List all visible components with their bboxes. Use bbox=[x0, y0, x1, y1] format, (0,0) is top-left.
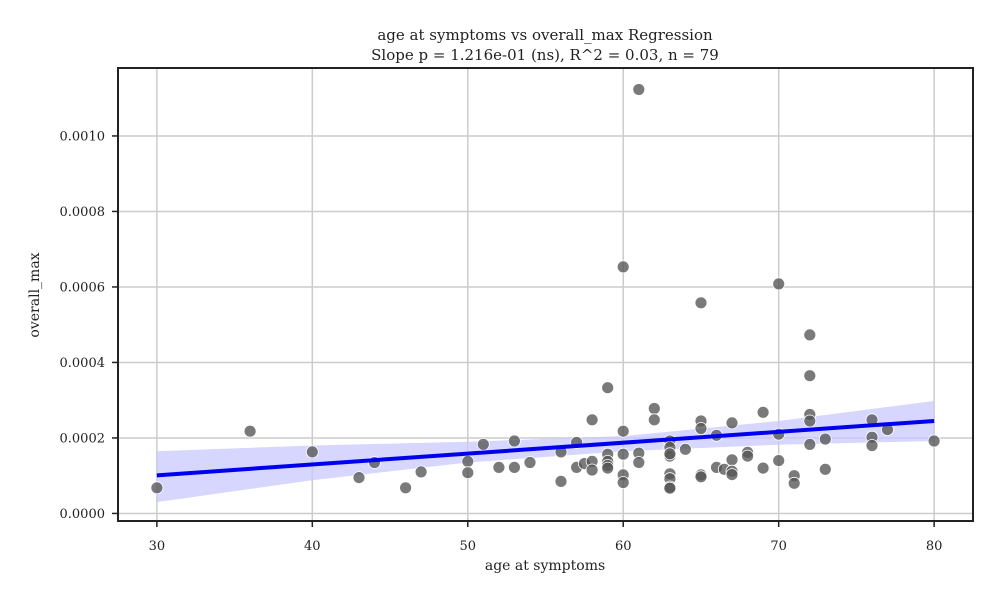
data-point bbox=[772, 454, 786, 468]
y-axis-ticks: 0.0000 0.0002 0.0004 0.0006 0.0008 0.0010 bbox=[60, 129, 118, 522]
data-point bbox=[725, 468, 739, 482]
data-point bbox=[663, 447, 677, 461]
data-point bbox=[508, 434, 521, 448]
data-point bbox=[803, 369, 817, 383]
data-point bbox=[305, 445, 319, 459]
data-point bbox=[647, 402, 661, 415]
data-point bbox=[476, 437, 490, 451]
data-point bbox=[616, 476, 630, 489]
y-tick-label: 0.0004 bbox=[60, 356, 106, 371]
data-point bbox=[663, 481, 677, 495]
data-point bbox=[352, 471, 366, 485]
chart-title: age at symptoms vs overall_max Regressio… bbox=[377, 26, 713, 44]
data-point bbox=[585, 463, 599, 477]
x-tick-label: 60 bbox=[615, 539, 632, 554]
data-point bbox=[399, 481, 413, 495]
x-tick-label: 70 bbox=[770, 539, 787, 554]
data-point bbox=[616, 447, 630, 461]
x-axis-ticks: 30 40 50 60 70 80 bbox=[149, 521, 943, 554]
y-tick-label: 0.0008 bbox=[60, 205, 106, 220]
data-point bbox=[694, 296, 708, 310]
data-point bbox=[803, 414, 817, 428]
x-tick-label: 40 bbox=[304, 539, 321, 554]
data-point bbox=[927, 434, 941, 448]
data-point bbox=[756, 405, 770, 419]
confidence-band-layer bbox=[156, 401, 935, 503]
data-point bbox=[632, 456, 646, 469]
data-point bbox=[772, 277, 786, 291]
y-axis-label: overall_max bbox=[27, 252, 43, 337]
confidence-band bbox=[156, 401, 935, 503]
data-point bbox=[554, 474, 568, 488]
x-tick-label: 80 bbox=[926, 539, 943, 554]
data-point bbox=[601, 381, 615, 395]
data-point bbox=[461, 466, 475, 480]
chart-subtitle: Slope p = 1.216e-01 (ns), R^2 = 0.03, n … bbox=[371, 46, 719, 64]
data-point bbox=[756, 461, 770, 475]
data-point bbox=[818, 432, 832, 446]
data-point bbox=[508, 460, 521, 474]
regression-line-layer bbox=[156, 418, 935, 478]
data-point bbox=[616, 424, 630, 438]
data-point bbox=[414, 465, 428, 479]
x-axis-label: age at symptoms bbox=[485, 558, 605, 574]
data-point bbox=[150, 481, 164, 495]
data-point bbox=[725, 453, 739, 467]
data-point bbox=[741, 449, 754, 463]
data-point bbox=[725, 416, 739, 430]
data-point bbox=[787, 476, 801, 490]
x-tick-label: 30 bbox=[149, 539, 166, 554]
grid-lines bbox=[118, 68, 973, 521]
data-point bbox=[803, 437, 817, 451]
data-point bbox=[461, 454, 475, 468]
data-point bbox=[818, 462, 832, 476]
y-tick-label: 0.0006 bbox=[60, 280, 106, 295]
y-tick-label: 0.0002 bbox=[60, 431, 106, 446]
regression-line bbox=[156, 418, 935, 478]
y-tick-label: 0.0010 bbox=[60, 129, 106, 144]
data-point bbox=[865, 439, 879, 452]
data-point bbox=[601, 461, 615, 475]
x-tick-label: 50 bbox=[459, 539, 476, 554]
data-point bbox=[803, 328, 817, 342]
data-point bbox=[243, 424, 257, 438]
data-point bbox=[632, 83, 646, 96]
data-point bbox=[679, 442, 692, 456]
plot-area-frame bbox=[117, 67, 974, 522]
data-point bbox=[647, 413, 661, 427]
data-point bbox=[616, 260, 630, 274]
y-tick-label: 0.0000 bbox=[60, 507, 106, 522]
data-point bbox=[585, 413, 599, 427]
data-point bbox=[523, 456, 537, 469]
data-point bbox=[694, 422, 708, 435]
data-point bbox=[492, 460, 506, 474]
data-point bbox=[694, 470, 708, 484]
